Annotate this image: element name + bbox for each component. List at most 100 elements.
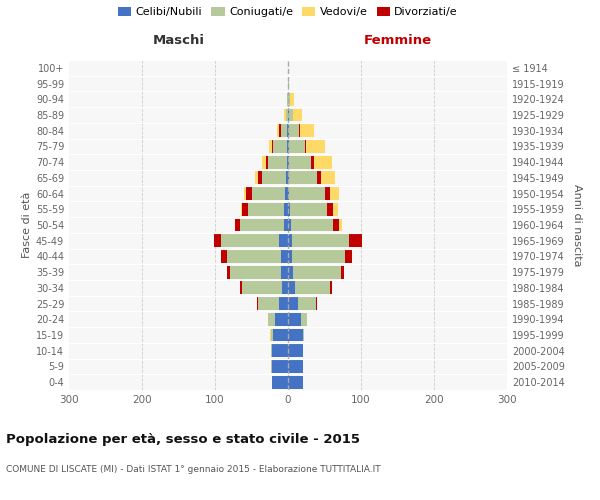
Bar — [262, 172, 286, 184]
Bar — [277, 124, 279, 137]
Bar — [288, 140, 289, 153]
Bar — [291, 218, 333, 232]
Bar — [272, 328, 288, 342]
Bar — [240, 282, 242, 294]
Bar — [332, 203, 338, 215]
Bar — [287, 93, 288, 106]
Bar — [288, 376, 304, 388]
Bar — [287, 140, 288, 153]
Bar — [292, 234, 349, 247]
Bar — [325, 187, 331, 200]
Bar — [299, 124, 314, 137]
Bar — [314, 156, 332, 168]
Bar — [289, 156, 311, 168]
Bar — [288, 234, 292, 247]
Bar — [235, 218, 240, 232]
Bar — [252, 187, 285, 200]
Bar — [227, 250, 281, 263]
Bar — [345, 250, 352, 263]
Bar — [271, 360, 272, 373]
Bar — [262, 156, 266, 168]
Bar — [275, 313, 288, 326]
Bar — [288, 108, 289, 122]
Bar — [289, 140, 305, 153]
Bar — [306, 140, 325, 153]
Bar — [290, 203, 326, 215]
Legend: Celibi/Nubili, Coniugati/e, Vedovi/e, Divorziati/e: Celibi/Nubili, Coniugati/e, Vedovi/e, Di… — [113, 2, 463, 21]
Bar — [302, 344, 304, 357]
Bar — [293, 108, 302, 122]
Bar — [240, 218, 284, 232]
Bar — [288, 282, 295, 294]
Bar — [241, 203, 242, 215]
Bar — [302, 328, 304, 342]
Bar — [292, 250, 345, 263]
Bar — [288, 187, 289, 200]
Bar — [242, 282, 282, 294]
Bar — [288, 124, 289, 137]
Bar — [230, 266, 281, 278]
Bar — [286, 108, 288, 122]
Bar — [302, 360, 304, 373]
Bar — [333, 218, 339, 232]
Bar — [326, 203, 332, 215]
Bar — [305, 140, 306, 153]
Bar — [258, 172, 262, 184]
Bar — [321, 172, 335, 184]
Bar — [293, 266, 341, 278]
Bar — [288, 218, 291, 232]
Bar — [311, 156, 314, 168]
Bar — [281, 124, 287, 137]
Bar — [214, 234, 221, 247]
Bar — [284, 203, 288, 215]
Text: Maschi: Maschi — [152, 34, 205, 48]
Bar — [257, 297, 258, 310]
Bar — [288, 172, 289, 184]
Bar — [272, 140, 274, 153]
Bar — [271, 328, 272, 342]
Bar — [288, 250, 292, 263]
Bar — [244, 187, 247, 200]
Bar — [288, 360, 302, 373]
Bar — [339, 218, 342, 232]
Bar — [288, 344, 302, 357]
Bar — [247, 187, 252, 200]
Bar — [290, 93, 294, 106]
Bar — [272, 376, 288, 388]
Y-axis label: Fasce di età: Fasce di età — [22, 192, 32, 258]
Bar — [281, 266, 288, 278]
Bar — [288, 156, 289, 168]
Bar — [279, 124, 281, 137]
Bar — [349, 234, 362, 247]
Bar — [316, 297, 317, 310]
Bar — [268, 313, 275, 326]
Bar — [286, 172, 288, 184]
Bar — [272, 360, 288, 373]
Bar — [279, 234, 288, 247]
Bar — [288, 313, 301, 326]
Bar — [284, 108, 286, 122]
Bar — [288, 93, 290, 106]
Bar — [278, 297, 288, 310]
Bar — [258, 297, 278, 310]
Bar — [281, 250, 288, 263]
Bar — [287, 124, 288, 137]
Bar — [282, 282, 288, 294]
Bar — [289, 124, 299, 137]
Bar — [227, 266, 230, 278]
Bar — [221, 234, 279, 247]
Bar — [248, 203, 284, 215]
Bar — [255, 172, 258, 184]
Bar — [341, 266, 344, 278]
Text: Popolazione per età, sesso e stato civile - 2015: Popolazione per età, sesso e stato civil… — [6, 432, 360, 446]
Bar — [284, 218, 288, 232]
Bar — [288, 266, 293, 278]
Bar — [242, 203, 248, 215]
Bar — [289, 172, 317, 184]
Bar — [295, 282, 329, 294]
Bar — [266, 156, 268, 168]
Bar — [329, 282, 332, 294]
Bar — [269, 140, 272, 153]
Bar — [271, 344, 272, 357]
Bar — [274, 140, 287, 153]
